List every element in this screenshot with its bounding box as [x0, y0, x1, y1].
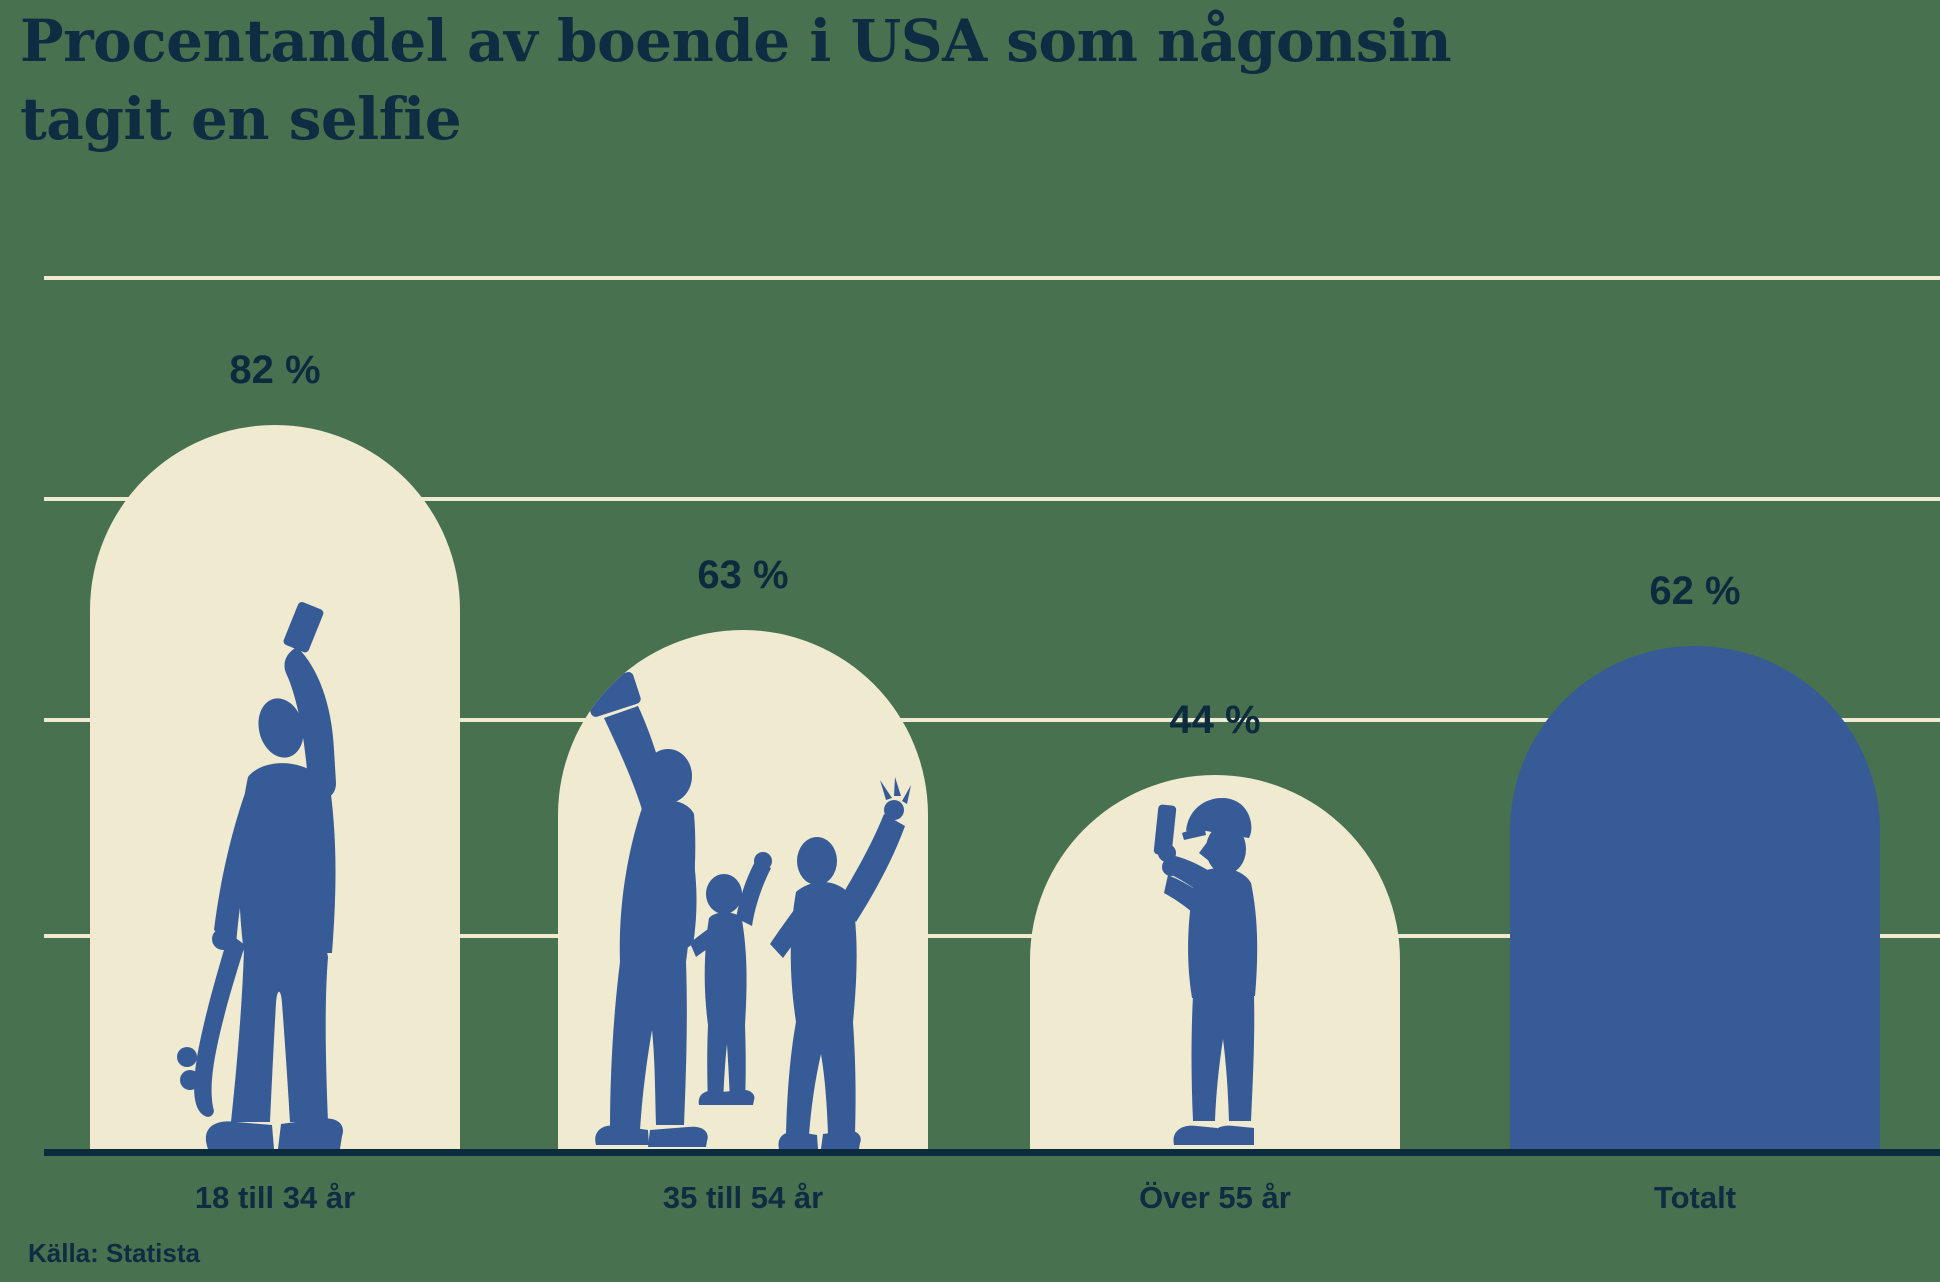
bar-over-55 — [1030, 775, 1400, 1149]
page-title: Procentandel av boende i USA som någonsi… — [20, 2, 1452, 158]
skateboard-wheel — [177, 1047, 197, 1067]
skateboard-deck — [194, 933, 245, 1117]
bar-value-label-totalt: 62 % — [1649, 569, 1741, 613]
gridline-40pct — [44, 718, 1940, 722]
bar-category-label-18-34: 18 till 34 år — [194, 1180, 356, 1215]
bar-totalt — [1510, 646, 1880, 1149]
bar-value-label-over-55: 44 % — [1169, 698, 1261, 742]
bar-18-34 — [90, 425, 460, 1149]
bar-value-label-35-54: 63 % — [697, 553, 789, 597]
bar-category-label-over-55: Över 55 år — [1139, 1180, 1291, 1215]
jacket — [1188, 868, 1258, 998]
bar-category-label-totalt: Totalt — [1653, 1180, 1737, 1215]
gridline-20pct — [44, 934, 1940, 938]
page-title-line-2: tagit en selfie — [20, 85, 462, 153]
bar-category-label-35-54: 35 till 54 år — [662, 1180, 824, 1215]
page-title-line-1: Procentandel av boende i USA som någonsi… — [20, 7, 1452, 75]
source-label: Källa: Statista — [28, 1238, 200, 1268]
bar-35-54 — [558, 630, 928, 1149]
family-selfie-silhouette — [583, 672, 911, 1149]
bar-value-label-18-34: 82 % — [229, 348, 321, 392]
x-axis-baseline — [44, 1149, 1940, 1156]
gridline-80pct — [44, 276, 1940, 280]
senior-selfie-silhouette — [1153, 797, 1258, 1145]
gridline-60pct — [44, 497, 1940, 501]
phone-icon — [283, 602, 324, 653]
phone-icon — [1153, 804, 1177, 856]
young-adult-selfie-skateboard-silhouette — [177, 602, 343, 1149]
skateboard-wheel — [180, 1070, 200, 1090]
